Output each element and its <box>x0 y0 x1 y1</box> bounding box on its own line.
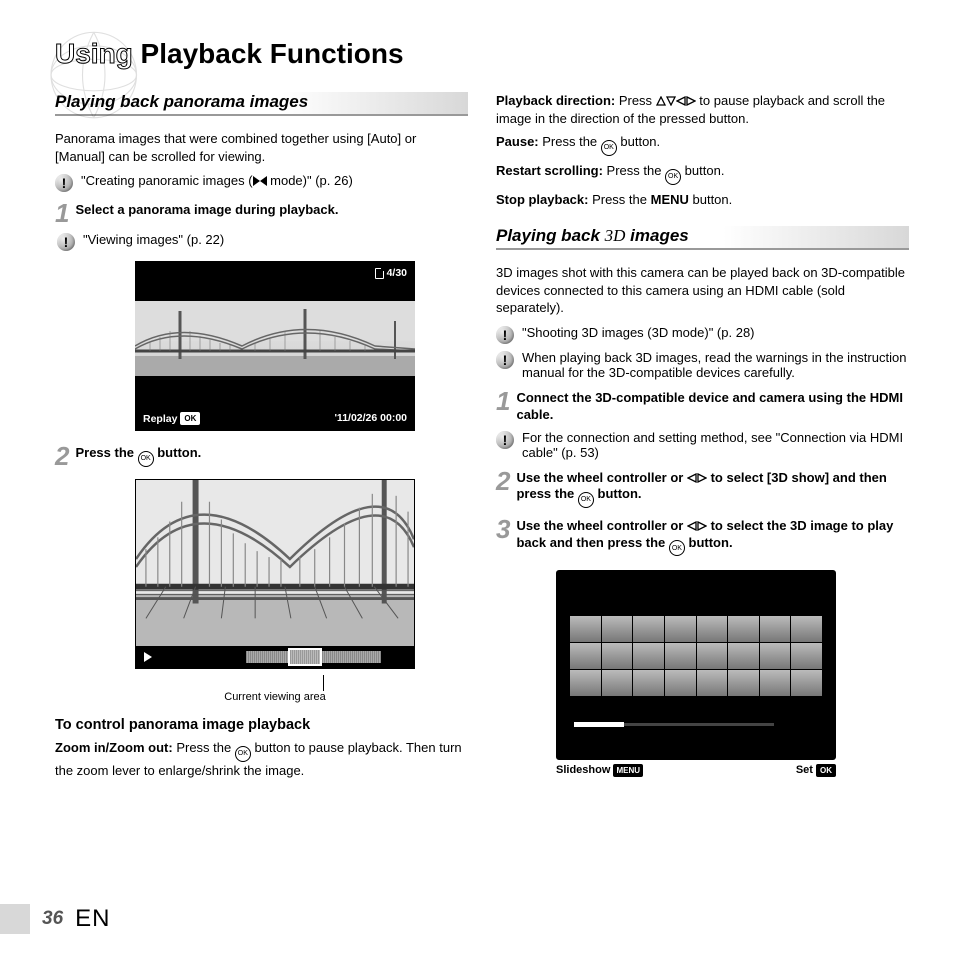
step-3d-1: 1 Connect the 3D-compatible device and c… <box>496 390 909 424</box>
right-arrow-icon <box>697 473 707 483</box>
thumbnail-grid-screen <box>556 570 836 760</box>
timestamp: '11/02/26 00:00 <box>334 412 407 425</box>
right-column: Playback direction: Press to pause playb… <box>496 92 909 785</box>
panorama-mode-icon <box>253 176 267 186</box>
restart-instruction: Restart scrolling: Press the OK button. <box>496 162 909 185</box>
ok-button-icon: OK <box>235 746 251 762</box>
stop-instruction: Stop playback: Press the MENU button. <box>496 191 909 209</box>
alert-icon: ! <box>496 431 514 449</box>
step-number-1: 1 <box>496 388 510 414</box>
right-arrow-icon <box>697 521 707 531</box>
scroll-track <box>160 650 406 664</box>
step-3d-2: 2 Use the wheel controller or to select … <box>496 470 909 508</box>
page-title: Using Playback Functions <box>55 38 909 70</box>
viewport-indicator <box>288 648 322 666</box>
grid-scrollbar <box>574 723 774 726</box>
image-counter: 4/30 <box>375 267 407 279</box>
step-1: 1 Select a panorama image during playbac… <box>55 202 468 226</box>
note-hdmi-connection: ! For the connection and setting method,… <box>496 430 909 460</box>
thumbnail-grid <box>570 616 822 696</box>
ok-badge: OK <box>180 412 200 425</box>
ok-button-icon: OK <box>665 169 681 185</box>
ok-badge: OK <box>816 764 836 777</box>
note-creating-panoramic: ! "Creating panoramic images ( mode)" (p… <box>55 173 468 192</box>
right-arrow-icon <box>686 96 696 106</box>
left-arrow-icon <box>687 521 697 531</box>
grid-footer-labels: Slideshow MENU Set OK <box>556 764 836 777</box>
ok-button-icon: OK <box>578 492 594 508</box>
step-2: 2 Press the OK button. <box>55 445 468 469</box>
section-3d-heading: Playing back 3D images <box>496 226 909 250</box>
panorama-thumbnail <box>135 301 415 376</box>
play-icon <box>144 652 152 662</box>
page-number: 36 <box>42 908 63 930</box>
left-arrow-icon <box>676 96 686 106</box>
left-arrow-icon <box>687 473 697 483</box>
ok-button-icon: OK <box>138 451 154 467</box>
viewport-caption: Current viewing area <box>135 691 415 703</box>
pause-instruction: Pause: Press the OK button. <box>496 133 909 156</box>
step-number-2: 2 <box>55 443 69 469</box>
memory-card-icon <box>375 268 384 279</box>
playback-direction: Playback direction: Press to pause playb… <box>496 92 909 127</box>
section-panorama-heading: Playing back panorama images <box>55 92 468 116</box>
left-column: Playing back panorama images Panorama im… <box>55 92 468 785</box>
up-arrow-icon <box>656 96 666 106</box>
panorama-playback-screen <box>135 479 415 669</box>
step-number-2: 2 <box>496 468 510 494</box>
title-rest: Playback Functions <box>133 38 404 69</box>
step-number-1: 1 <box>55 200 69 226</box>
down-arrow-icon <box>666 96 676 106</box>
ok-button-icon: OK <box>669 540 685 556</box>
title-prefix: Using <box>55 38 133 69</box>
language-code: EN <box>75 905 110 933</box>
footer-tab <box>0 904 30 934</box>
zoom-instruction: Zoom in/Zoom out: Press the OK button to… <box>55 739 468 779</box>
step-1-text: Select a panorama image during playback. <box>75 202 338 219</box>
alert-icon: ! <box>55 174 73 192</box>
step-number-3: 3 <box>496 516 510 542</box>
step-3d-3: 3 Use the wheel controller or to select … <box>496 518 909 556</box>
alert-icon: ! <box>496 351 514 369</box>
note-viewing-images: ! "Viewing images" (p. 22) <box>57 232 468 251</box>
replay-bar: Replay OK '11/02/26 00:00 <box>143 412 407 425</box>
note-shooting-3d: ! "Shooting 3D images (3D mode)" (p. 28) <box>496 325 909 344</box>
alert-icon: ! <box>496 326 514 344</box>
panorama-preview-screen: 4/30 Replay OK '11/02/26 00:00 <box>135 261 415 431</box>
note-3d-warning: ! When playing back 3D images, read the … <box>496 350 909 380</box>
ok-button-icon: OK <box>601 140 617 156</box>
menu-label: MENU <box>651 192 689 207</box>
caption-pointer <box>135 675 415 691</box>
page-footer: 36 EN <box>0 904 110 934</box>
control-heading: To control panorama image playback <box>55 717 468 733</box>
menu-badge: MENU <box>613 764 643 777</box>
scroll-bar <box>136 646 414 668</box>
intro-3d: 3D images shot with this camera can be p… <box>496 264 909 317</box>
alert-icon: ! <box>57 233 75 251</box>
panorama-intro: Panorama images that were combined toget… <box>55 130 468 165</box>
